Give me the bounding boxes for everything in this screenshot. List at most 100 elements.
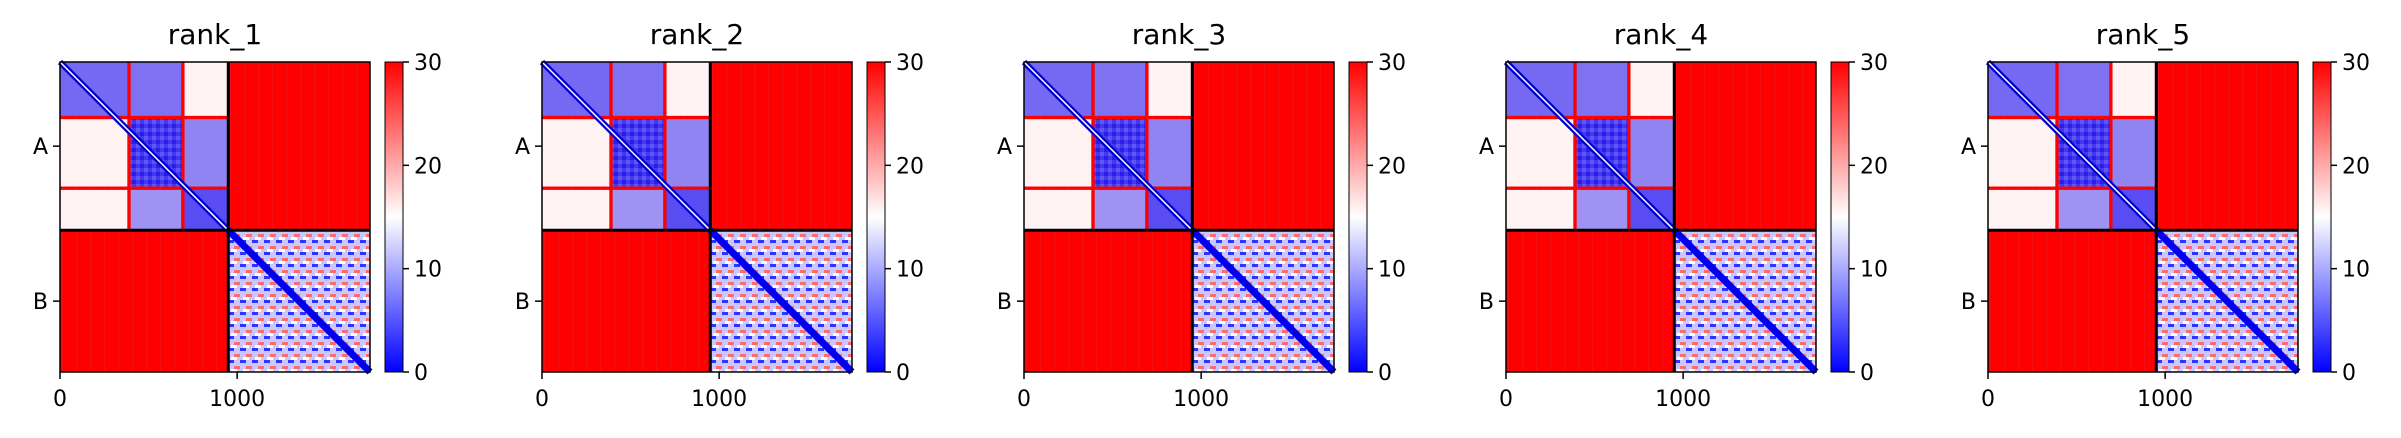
- colorbar-tick-label: 30: [1860, 51, 1888, 76]
- block-aa-1: [612, 62, 664, 116]
- colorbar-tick-label: 30: [2342, 51, 2370, 76]
- heatmap-panel-2: rank_2 A B 0 1000 0 10 20 30: [515, 18, 924, 412]
- diagonal-aa-highlight: [1987, 61, 2157, 231]
- colorbar-tick-label: 30: [414, 51, 442, 76]
- x-tick-label: 1000: [691, 387, 747, 412]
- x-tick-label: 0: [1499, 387, 1513, 412]
- colorbar-tick-label: 0: [414, 361, 428, 386]
- diagonal-bb: [225, 227, 373, 375]
- heatmap-panel-4: rank_4 A B 0 1000 0 10 20 30: [1479, 18, 1888, 412]
- block-aa-3: [542, 119, 610, 187]
- diagonal-aa-highlight: [1505, 61, 1675, 231]
- heatmap-frame: [1505, 61, 1817, 373]
- block-aa-6: [1988, 189, 2056, 231]
- block-aa-5: [2112, 119, 2157, 187]
- colorbar: [384, 61, 404, 373]
- y-tick-label: B: [997, 290, 1012, 315]
- block-aa-7: [612, 189, 664, 231]
- y-tick-label: B: [1961, 290, 1976, 315]
- block-aa-7: [1094, 189, 1146, 231]
- block-aa-6: [1024, 189, 1092, 231]
- panel-title: rank_1: [168, 18, 262, 51]
- x-tick-label: 0: [53, 387, 67, 412]
- colorbar-tick-label: 10: [1860, 258, 1888, 283]
- panel-title: rank_2: [650, 18, 744, 51]
- x-tick-label: 0: [535, 387, 549, 412]
- colorbar-tick-label: 10: [1378, 258, 1406, 283]
- x-tick-label: 1000: [209, 387, 265, 412]
- block-aa-7: [2058, 189, 2110, 231]
- x-tick-label: 0: [1981, 387, 1995, 412]
- block-aa-3: [1024, 119, 1092, 187]
- block-aa-1: [1094, 62, 1146, 116]
- heatmap-frame: [59, 61, 371, 373]
- block-aa-1: [130, 62, 182, 116]
- colorbar-tick-label: 20: [414, 154, 442, 179]
- x-tick-label: 1000: [1173, 387, 1229, 412]
- x-tick-label: 1000: [2137, 387, 2193, 412]
- heatmap-panel-3: rank_3 A B 0 1000 0 10 20 30: [997, 18, 1406, 412]
- x-tick-label: 1000: [1655, 387, 1711, 412]
- block-aa-6: [60, 189, 128, 231]
- y-tick-label: A: [997, 135, 1012, 160]
- panel-title: rank_4: [1614, 18, 1708, 51]
- block-aa-3: [60, 119, 128, 187]
- diagonal-aa-highlight: [541, 61, 711, 231]
- heatmap-frame: [1023, 61, 1335, 373]
- block-aa-7: [130, 189, 182, 231]
- block-aa-2: [1630, 62, 1675, 116]
- colorbar-tick-label: 30: [896, 51, 924, 76]
- panel-title: rank_5: [2096, 18, 2190, 51]
- x-tick-label: 0: [1017, 387, 1031, 412]
- block-aa-2: [184, 62, 229, 116]
- block-aa-6: [542, 189, 610, 231]
- block-aa-1: [1576, 62, 1628, 116]
- block-aa-2: [1148, 62, 1193, 116]
- y-tick-label: A: [1479, 135, 1494, 160]
- y-tick-label: B: [33, 290, 48, 315]
- diagonal-bb: [1671, 227, 1819, 375]
- block-aa-3: [1988, 119, 2056, 187]
- y-tick-label: B: [1479, 290, 1494, 315]
- colorbar-tick-label: 10: [896, 258, 924, 283]
- colorbar-tick-label: 20: [896, 154, 924, 179]
- y-tick-label: A: [1961, 135, 1976, 160]
- block-aa-1: [2058, 62, 2110, 116]
- diagonal-bb: [707, 227, 855, 375]
- colorbar-tick-label: 20: [1860, 154, 1888, 179]
- block-aa-2: [666, 62, 711, 116]
- block-aa-5: [184, 119, 229, 187]
- colorbar-tick-label: 0: [2342, 361, 2356, 386]
- y-tick-label: B: [515, 290, 530, 315]
- colorbar-tick-label: 0: [1860, 361, 1874, 386]
- block-aa-7: [1576, 189, 1628, 231]
- heatmap-panel-1: rank_1 A B 0 1000 0 10 20 30: [33, 18, 442, 412]
- colorbar-tick-label: 20: [2342, 154, 2370, 179]
- colorbar: [2312, 61, 2332, 373]
- panel-title: rank_3: [1132, 18, 1226, 51]
- colorbar: [866, 61, 886, 373]
- block-aa-6: [1506, 189, 1574, 231]
- colorbar-tick-label: 30: [1378, 51, 1406, 76]
- block-aa-3: [1506, 119, 1574, 187]
- y-tick-label: A: [33, 135, 48, 160]
- diagonal-bb: [1189, 227, 1337, 375]
- diagonal-bb: [2153, 227, 2301, 375]
- block-aa-2: [2112, 62, 2157, 116]
- heatmap-panel-5: rank_5 A B 0 1000 0 10 20 30: [1961, 18, 2370, 412]
- heatmap-frame: [1987, 61, 2299, 373]
- colorbar: [1830, 61, 1850, 373]
- colorbar-tick-label: 20: [1378, 154, 1406, 179]
- block-aa-5: [1630, 119, 1675, 187]
- colorbar-tick-label: 0: [1378, 361, 1392, 386]
- colorbar-tick-label: 10: [2342, 258, 2370, 283]
- diagonal-aa-highlight: [1023, 61, 1193, 231]
- colorbar-tick-label: 0: [896, 361, 910, 386]
- y-tick-label: A: [515, 135, 530, 160]
- colorbar: [1348, 61, 1368, 373]
- colorbar-tick-label: 10: [414, 258, 442, 283]
- heatmap-frame: [541, 61, 853, 373]
- diagonal-aa-highlight: [59, 61, 229, 231]
